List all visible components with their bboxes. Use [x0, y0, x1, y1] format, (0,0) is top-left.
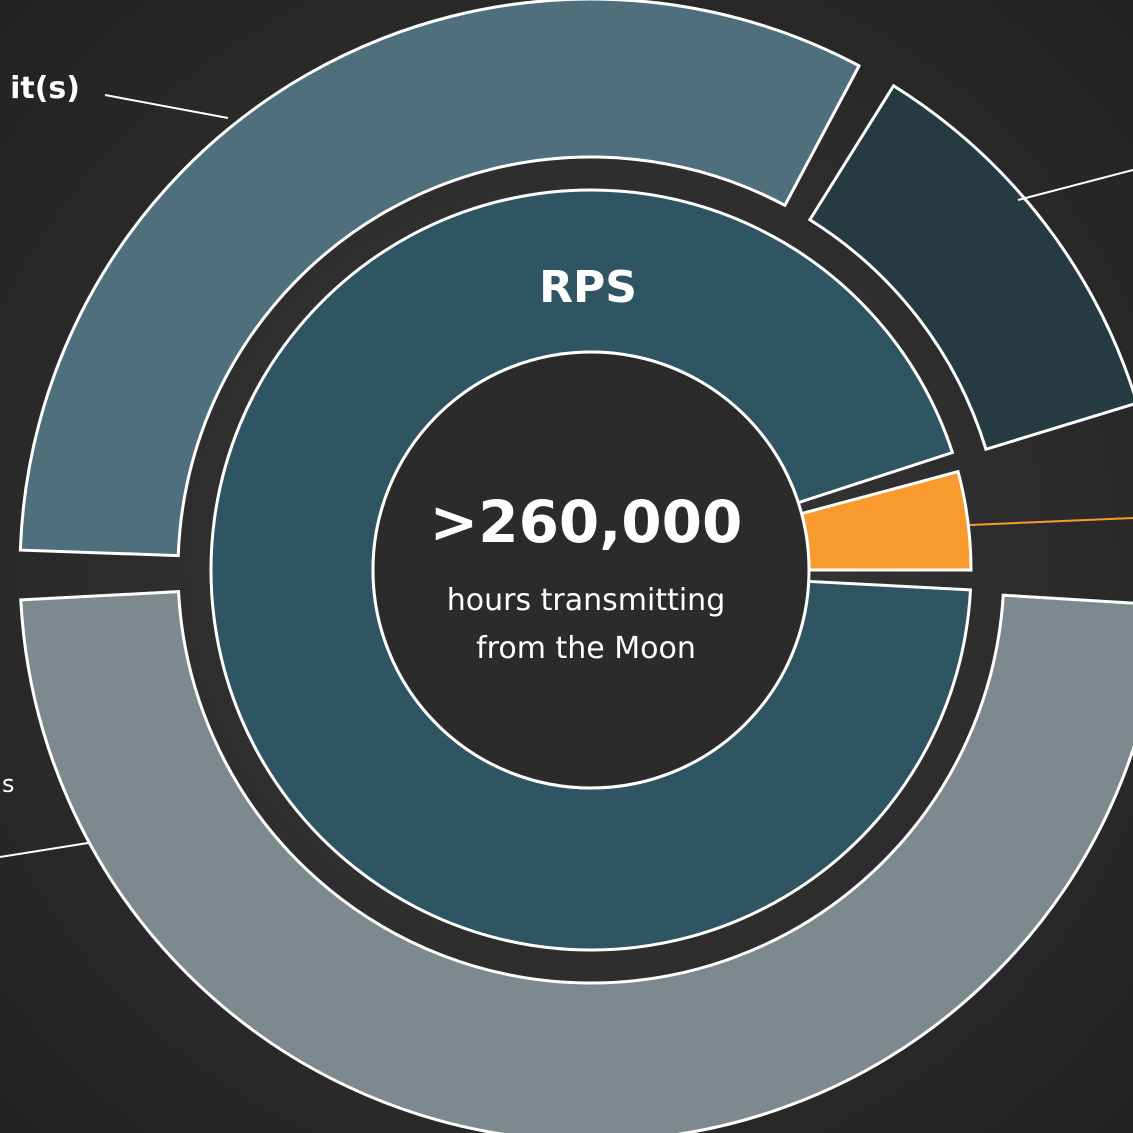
leader-line — [0, 842, 89, 858]
caption: hours transmitting — [447, 583, 725, 618]
ring-title: RPS — [539, 262, 637, 313]
headline-value: >260,000 — [430, 488, 743, 556]
leader-line — [104, 94, 229, 119]
center-disc — [371, 350, 811, 790]
outer-segment — [19, 590, 1133, 1133]
outer-segment — [807, 83, 1133, 452]
leader-line — [969, 517, 1133, 526]
rings — [18, 0, 1133, 1133]
outer-segment — [18, 0, 862, 558]
label: s — [2, 770, 15, 798]
label: it(s) — [10, 71, 80, 106]
caption: from the Moon — [476, 631, 696, 666]
leader-line — [1017, 169, 1133, 201]
